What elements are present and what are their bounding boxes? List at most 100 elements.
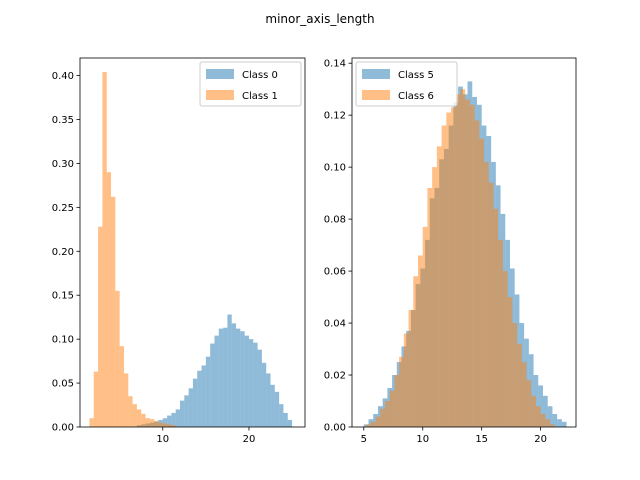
histogram-bar [184,395,189,427]
histogram-bar [418,255,423,427]
y-tick-label: 0.04 [324,319,346,330]
histogram-bar [218,328,224,427]
histogram-bar [98,226,103,427]
histogram-bar [469,104,475,428]
histogram-bar [517,343,522,427]
histogram-bar [141,413,146,427]
legend-swatch [362,69,390,79]
y-tick-label: 0.40 [52,71,74,82]
histogram-bar [484,161,489,427]
legend-label: Class 5 [398,70,434,81]
x-tick-label: 15 [475,434,488,445]
histogram-bar [287,419,293,427]
histogram-bar [162,418,168,427]
y-tick-label: 0.12 [324,111,346,122]
histogram-bar [261,362,267,427]
histogram-bar [432,167,437,427]
histogram-bar [180,400,185,427]
legend-swatch [206,90,234,100]
histogram-bar [270,384,275,427]
histogram-bar [542,395,548,427]
histogram-bar [557,419,562,427]
histogram-bar [132,404,137,427]
histogram-bar [502,271,508,427]
histogram-bar [162,423,168,427]
histogram-bar [446,112,452,427]
histogram-bar [257,349,262,427]
y-tick-label: 0.35 [52,115,74,126]
histogram-bar [540,414,546,427]
histogram-bar [441,125,447,427]
y-tick-label: 0.15 [52,291,74,302]
histogram-bar [115,290,120,427]
histogram-bar [528,354,534,427]
histogram-bar [283,412,288,427]
y-tick-label: 0.02 [324,371,346,382]
histogram-bar [375,416,381,427]
histogram-bar [158,422,163,427]
axes-frame [351,57,577,428]
histogram-bar [171,425,176,427]
histogram-bar [451,107,456,428]
histogram-bar [512,323,518,427]
histogram-bar [149,419,155,427]
histogram-bar [205,356,211,427]
histogram-bar [422,226,428,427]
histogram-bar [167,415,172,427]
histogram-bar [210,343,215,427]
legend-label: Class 6 [398,91,434,102]
histogram-bar [93,371,99,427]
histogram-bar [455,94,461,427]
y-tick-label: 0.20 [52,247,74,258]
histogram-bar [526,380,532,427]
histogram-bar [550,424,555,427]
histogram-bar [274,391,280,427]
histogram-bar [561,421,567,427]
histogram-bar [253,342,258,427]
histogram-bar [119,346,124,427]
histogram-bar [244,335,249,427]
histogram-bar [123,373,129,427]
histogram-bar [394,375,400,427]
histogram-bar [474,120,480,428]
histogram-bar [498,239,503,427]
y-tick-label: 0.08 [324,215,346,226]
histogram-bar [171,412,176,427]
figure-title: minor_axis_length [265,12,374,26]
y-tick-label: 0.00 [324,423,346,434]
y-tick-label: 0.10 [324,163,346,174]
histogram-bar [552,414,558,427]
legend-swatch [362,90,390,100]
y-tick-label: 0.06 [324,267,346,278]
histogram-bar [535,406,541,427]
histogram-bar [201,365,206,427]
histogram-bar [521,362,527,427]
histogram-bar [545,419,551,427]
histogram-bar [223,327,228,427]
series-class-1 [89,72,176,427]
histogram-bar [370,421,376,427]
histogram-bar [488,182,494,427]
histogram-bar [197,370,202,427]
histogram-bar [366,424,371,427]
legend: Class 0 Class 1 [199,61,302,107]
histogram-bar [399,356,404,427]
histogram-bar [231,323,237,427]
histogram-bar [128,396,133,427]
histogram-bar [266,373,271,427]
histogram-bar [479,138,485,427]
histogram-bar [167,424,172,427]
histogram-bar [188,388,193,427]
histogram-bar [227,314,232,427]
histogram-bar [154,420,159,427]
y-tick-label: 0.05 [52,379,74,390]
histogram-bar [89,418,94,427]
y-tick-label: 0.14 [324,59,346,70]
left-histogram-axes: 0.00 0.05 0.10 0.15 0.20 0.25 0.30 0.35 0.40 10 20… [52,57,306,445]
histogram-bar [106,172,112,427]
histogram-bar [279,404,284,427]
histogram-bar [214,335,219,427]
histogram-bar [403,333,409,427]
histogram-bar [102,72,107,427]
histogram-bar [465,99,470,427]
